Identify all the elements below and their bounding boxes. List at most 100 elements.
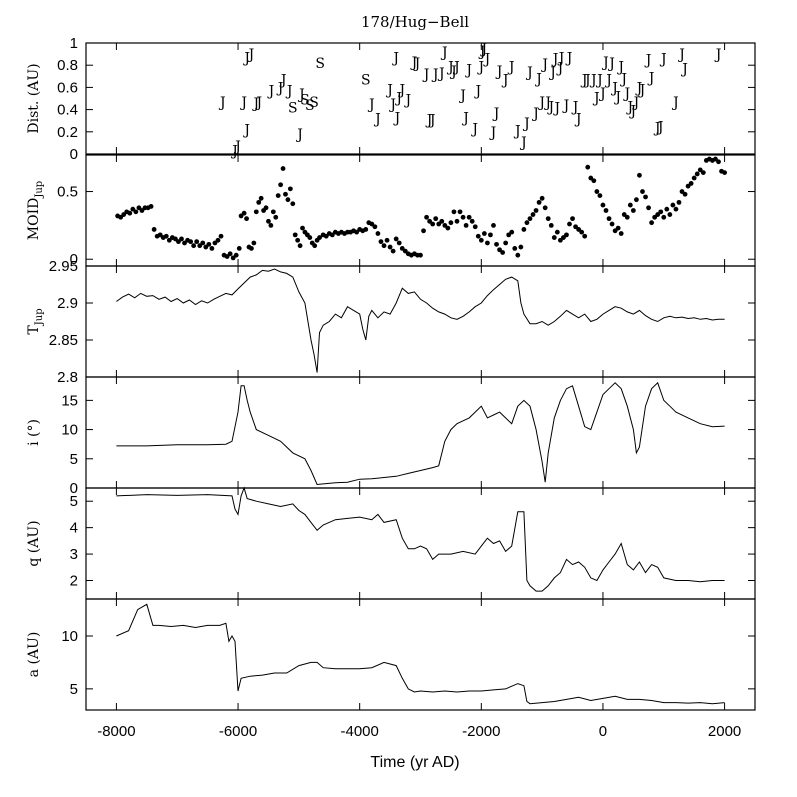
moid-point xyxy=(676,199,682,205)
moid-point xyxy=(268,222,274,228)
encounter-marker: J xyxy=(480,42,488,58)
encounter-marker: J xyxy=(425,113,433,129)
encounter-marker: J xyxy=(580,73,588,89)
encounter-marker: J xyxy=(428,113,436,129)
moid-point xyxy=(722,170,727,175)
encounter-marker: J xyxy=(230,144,238,160)
x-tick-label: -2000 xyxy=(462,723,500,740)
moid-point xyxy=(387,244,393,250)
moid-point xyxy=(472,224,478,230)
moid-point xyxy=(551,235,557,240)
encounter-marker: J xyxy=(644,53,652,69)
encounter-marker: J xyxy=(519,135,527,151)
encounter-marker: J xyxy=(279,73,287,89)
moid-point xyxy=(263,205,269,211)
y-tick-label: 3 xyxy=(70,546,78,563)
encounter-marker: J xyxy=(440,45,448,61)
encounter-marker: S xyxy=(288,100,298,116)
moid-point xyxy=(256,199,262,205)
encounter-marker: J xyxy=(635,80,643,96)
moid-point xyxy=(475,233,481,239)
moid-point xyxy=(488,232,493,238)
moid-point xyxy=(151,227,157,232)
moid-point xyxy=(227,251,233,257)
y-tick-label: 5 xyxy=(70,451,78,468)
moid-point xyxy=(215,237,221,243)
moid-point xyxy=(236,246,242,251)
encounter-marker: J xyxy=(589,73,597,89)
moid-point xyxy=(312,243,318,249)
moid-point xyxy=(285,197,291,203)
moid-point xyxy=(433,216,439,222)
encounter-marker: J xyxy=(562,98,570,114)
encounter-marker: J xyxy=(525,65,533,81)
moid-point xyxy=(258,195,264,201)
encounter-marker: J xyxy=(543,95,551,111)
moid-point xyxy=(275,193,281,199)
y-tick-label: 15 xyxy=(61,392,78,409)
encounter-marker: J xyxy=(247,47,255,63)
panel-incl: 0 5 10 15 i (°) xyxy=(26,376,756,497)
encounter-marker: J xyxy=(464,63,472,79)
encounter-marker: J xyxy=(452,59,460,75)
moid-point xyxy=(554,229,560,235)
moid-point xyxy=(283,191,288,197)
moid-point xyxy=(564,232,569,238)
y-axis-label-subscript: Jup xyxy=(34,181,45,199)
moid-point xyxy=(478,237,484,243)
moid-point xyxy=(430,221,436,227)
moid-point xyxy=(363,227,369,232)
encounter-marker: J xyxy=(622,86,630,102)
encounter-marker: J xyxy=(556,60,564,76)
encounter-marker: J xyxy=(537,95,545,111)
moid-point xyxy=(270,209,276,215)
moid-point xyxy=(148,204,154,209)
moid-point xyxy=(491,222,496,228)
moid-point xyxy=(688,181,694,186)
x-tick-label: -6000 xyxy=(219,723,257,740)
encounter-marker: J xyxy=(422,67,430,83)
encounter-marker: S xyxy=(361,73,371,89)
y-tick-label: 5 xyxy=(70,681,78,698)
encounter-marker: J xyxy=(626,99,634,115)
encounter-marker: J xyxy=(632,95,640,111)
encounter-marker: J xyxy=(489,125,497,141)
encounter-marker: J xyxy=(393,110,401,126)
moid-point xyxy=(241,210,247,216)
moid-point xyxy=(694,171,700,177)
moid-point xyxy=(287,186,293,192)
moid-point xyxy=(396,240,402,246)
moid-point xyxy=(233,252,239,258)
y-tick-label: 2.95 xyxy=(49,258,78,275)
encounter-marker: J xyxy=(653,120,661,136)
encounter-marker: J xyxy=(659,52,667,68)
y-tick-label: 1 xyxy=(70,35,78,52)
panel-frame xyxy=(85,376,756,489)
encounter-marker: J xyxy=(574,111,582,127)
moid-point xyxy=(640,189,645,194)
encounter-marker: J xyxy=(478,44,486,60)
series-line-tjup xyxy=(116,268,725,373)
moid-point xyxy=(384,237,390,243)
moid-point xyxy=(307,235,313,240)
panel-q: 2 3 4 5 q (AU) xyxy=(26,486,756,600)
y-tick-label: 0.2 xyxy=(57,124,78,141)
encounter-marker: J xyxy=(595,73,603,89)
encounter-marker: J xyxy=(540,57,548,73)
moid-point xyxy=(691,175,697,181)
moid-point xyxy=(570,216,575,222)
moid-point xyxy=(682,191,688,197)
encounter-marker: J xyxy=(437,66,445,82)
moid-point xyxy=(624,214,630,220)
moid-point xyxy=(249,246,254,251)
encounter-marker: J xyxy=(601,55,609,71)
moid-point xyxy=(509,229,515,235)
moid-point xyxy=(424,214,429,220)
encounter-marker: J xyxy=(598,86,606,102)
moid-point xyxy=(673,206,679,212)
encounter-marker: J xyxy=(458,88,466,104)
y-tick-label: 0.6 xyxy=(57,79,78,96)
encounter-marker: J xyxy=(629,104,637,120)
